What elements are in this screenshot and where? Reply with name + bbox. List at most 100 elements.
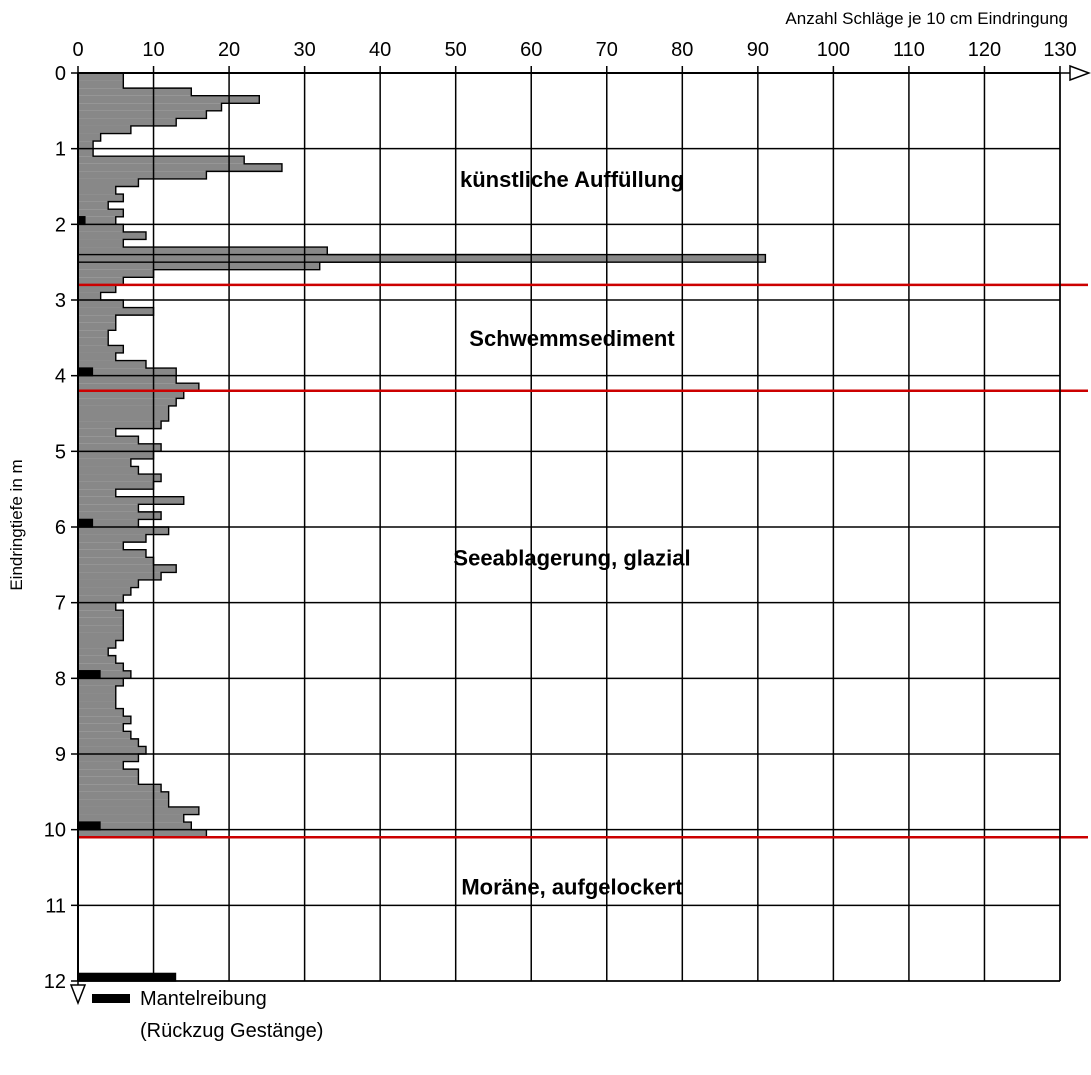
skin-friction-markers bbox=[78, 216, 177, 982]
y-tick-label: 12 bbox=[44, 971, 66, 993]
blow-count-bar bbox=[78, 216, 116, 225]
blow-count-bar bbox=[78, 451, 154, 459]
blow-count-bar bbox=[78, 738, 139, 747]
blow-count-outline bbox=[78, 72, 532, 838]
skin-friction-marker bbox=[78, 518, 94, 528]
grid bbox=[77, 72, 1061, 982]
blow-count-bar bbox=[78, 640, 116, 649]
blow-count-bar bbox=[78, 708, 124, 717]
blow-count-bar bbox=[78, 88, 192, 96]
soil-layer-label: Moräne, aufgelockert bbox=[461, 874, 683, 899]
x-tick-label: 80 bbox=[671, 39, 693, 61]
x-tick-label: 100 bbox=[817, 39, 850, 61]
blow-count-bar bbox=[78, 262, 320, 270]
blow-count-bar bbox=[78, 300, 124, 308]
blow-count-bar bbox=[78, 292, 101, 300]
blow-count-bar bbox=[78, 723, 124, 732]
blow-count-bar bbox=[78, 443, 162, 452]
x-tick-label: 120 bbox=[968, 39, 1001, 61]
y-axis-arrow bbox=[69, 984, 87, 1006]
blow-count-bar bbox=[78, 421, 162, 429]
x-tick-label: 90 bbox=[747, 39, 769, 61]
blow-count-bar bbox=[78, 731, 131, 739]
layer-boundaries bbox=[78, 283, 1088, 839]
x-tick-label: 40 bbox=[369, 39, 391, 61]
soil-layer-label: Seeablagerung, glazial bbox=[453, 545, 690, 570]
y-tick-label: 0 bbox=[55, 63, 66, 85]
blow-count-bar bbox=[78, 617, 124, 626]
blow-count-bar bbox=[78, 171, 207, 179]
blow-count-bar bbox=[78, 814, 184, 823]
blow-count-bar bbox=[78, 125, 131, 134]
blow-count-bar bbox=[78, 201, 109, 210]
y-tick-label: 4 bbox=[55, 366, 66, 388]
blow-count-bar bbox=[78, 322, 116, 331]
blow-count-bar bbox=[78, 579, 139, 588]
blow-count-bar bbox=[78, 534, 146, 543]
blow-count-bar bbox=[78, 655, 116, 664]
blow-count-bar bbox=[78, 784, 162, 792]
y-tick-label: 8 bbox=[55, 668, 66, 690]
blow-count-bar bbox=[78, 806, 199, 815]
blow-count-bar bbox=[78, 352, 116, 361]
x-tick-label: 130 bbox=[1043, 39, 1076, 61]
x-tick-label: 10 bbox=[142, 39, 164, 61]
skin-friction-marker bbox=[78, 367, 94, 377]
blow-count-bar bbox=[78, 632, 124, 641]
blow-count-bar bbox=[78, 564, 177, 573]
blow-count-bar bbox=[78, 799, 169, 807]
blow-count-bar bbox=[78, 527, 169, 535]
plot-frame bbox=[69, 64, 1091, 1006]
blow-count-bar bbox=[78, 625, 124, 633]
blow-count-bar bbox=[78, 156, 245, 164]
blow-count-bar bbox=[78, 390, 184, 399]
soil-layer-label: künstliche Auffüllung bbox=[460, 167, 684, 192]
blow-count-bar bbox=[78, 549, 146, 558]
blow-count-bar bbox=[78, 284, 116, 293]
skin-friction-marker bbox=[78, 821, 101, 831]
blow-count-bar bbox=[78, 345, 124, 353]
blow-count-bar bbox=[78, 685, 116, 694]
blow-count-bar bbox=[78, 436, 139, 444]
blow-count-bar bbox=[78, 458, 131, 467]
x-tick-label: 30 bbox=[293, 39, 315, 61]
y-tick-label: 3 bbox=[55, 290, 66, 312]
x-tick-label: 0 bbox=[72, 39, 83, 61]
blow-count-bar bbox=[78, 405, 169, 414]
blow-count-bar bbox=[78, 595, 124, 603]
blow-count-bar bbox=[78, 474, 162, 482]
y-tick-label: 6 bbox=[55, 517, 66, 539]
y-tick-label: 11 bbox=[45, 895, 66, 917]
blow-count-bar bbox=[78, 398, 177, 406]
blow-count-bar bbox=[78, 489, 116, 497]
soil-layer-labels: künstliche Auffüllung Schwemmsediment Seea… bbox=[453, 167, 690, 899]
blow-count-bar bbox=[78, 769, 139, 777]
blow-count-bar bbox=[78, 118, 177, 126]
blow-count-bar bbox=[78, 761, 124, 770]
blow-count-bars bbox=[78, 73, 766, 838]
blow-count-bar bbox=[78, 701, 116, 709]
blow-count-bar-peak bbox=[78, 254, 766, 263]
y-tick-label: 10 bbox=[44, 820, 66, 842]
x-tick-label: 50 bbox=[445, 39, 467, 61]
x-tick-labels: 0 10 20 30 40 50 60 70 80 90 100 110 120 130 bbox=[72, 39, 1076, 61]
blow-count-bar bbox=[78, 572, 162, 580]
blow-count-bar bbox=[78, 428, 116, 437]
legend-label-retraction: (Rückzug Gestänge) bbox=[140, 1020, 323, 1042]
blow-count-bar bbox=[78, 511, 162, 520]
blow-count-bar bbox=[78, 163, 282, 172]
y-tick-label: 9 bbox=[55, 744, 66, 766]
x-axis-title: Anzahl Schläge je 10 cm Eindringung bbox=[785, 9, 1068, 28]
legend-swatch-skin-friction bbox=[92, 994, 130, 1003]
blow-count-bar bbox=[78, 678, 124, 686]
blow-count-bar bbox=[78, 368, 177, 376]
y-tick-label: 5 bbox=[55, 441, 66, 463]
blow-count-bar bbox=[78, 269, 154, 278]
blow-count-bar bbox=[78, 360, 146, 369]
blow-count-bar bbox=[78, 95, 260, 104]
blow-count-bar bbox=[78, 754, 139, 762]
blow-count-bar bbox=[78, 178, 139, 187]
